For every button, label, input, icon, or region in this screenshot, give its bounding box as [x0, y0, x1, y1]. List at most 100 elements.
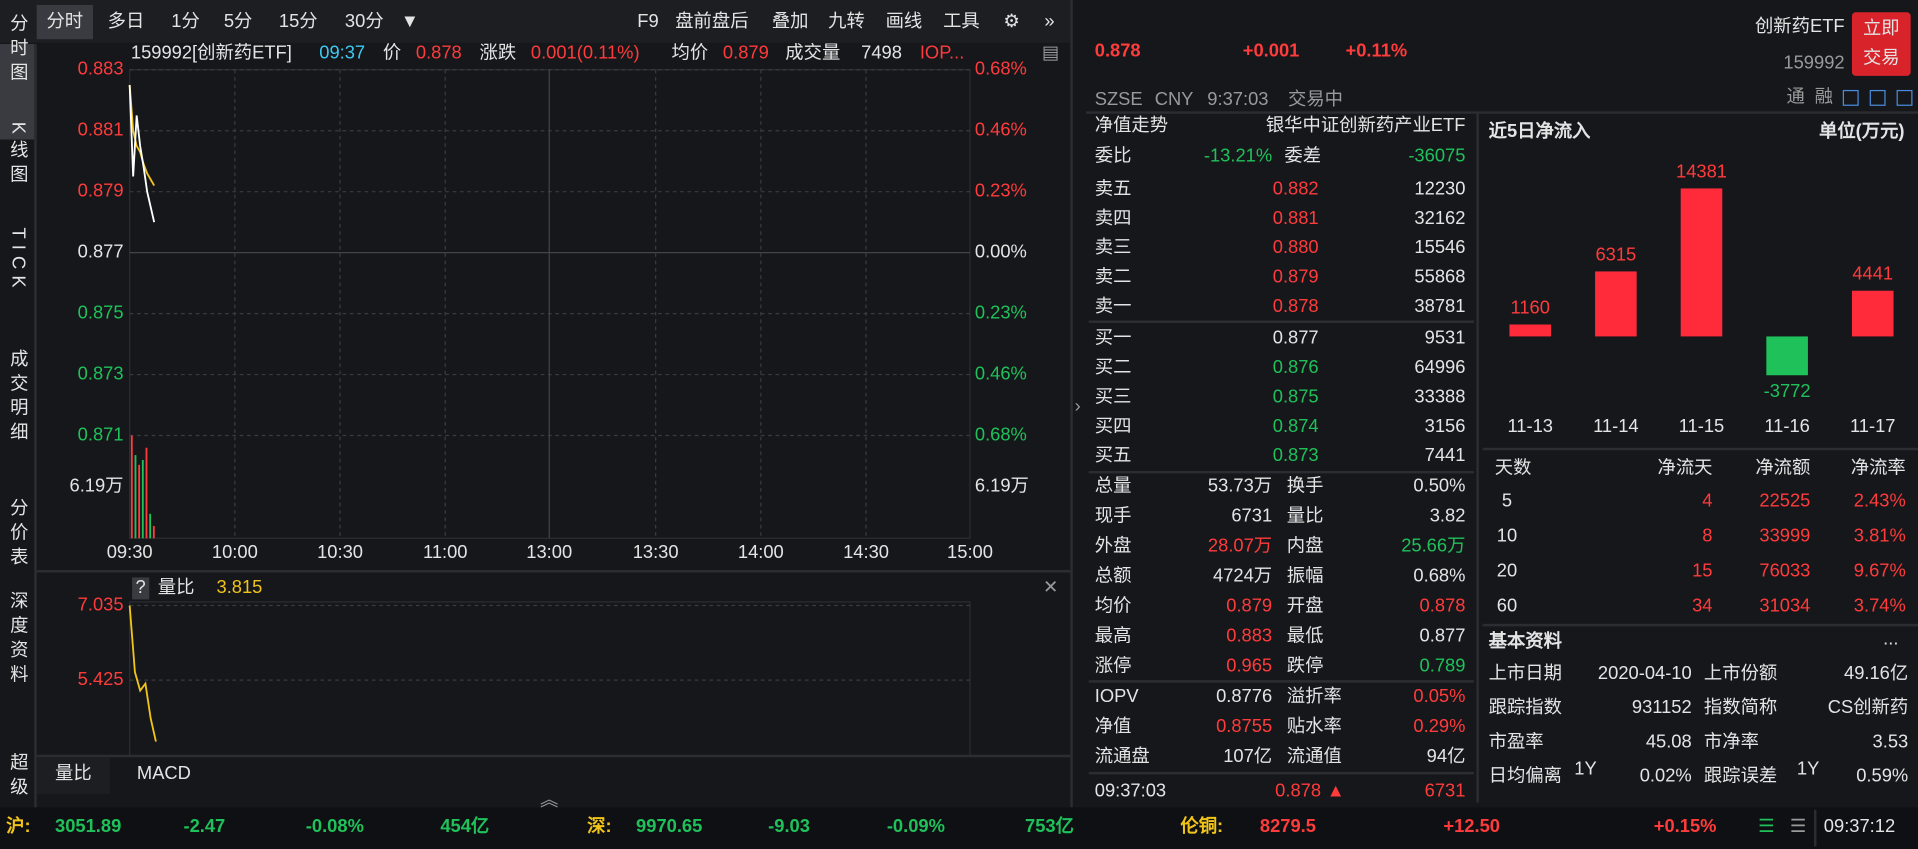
trade-button[interactable]: [1851, 12, 1911, 76]
chart-tab[interactable]: 30分: [345, 10, 384, 31]
index-name: 深:: [587, 815, 611, 836]
more-link[interactable]: ...: [1883, 628, 1898, 649]
indicator-label: 量比: [158, 576, 195, 597]
button-text[interactable]: 交易: [1863, 47, 1900, 68]
tab-selected: [36, 4, 93, 40]
gear-icon[interactable]: ⚙: [1003, 10, 1019, 31]
bottom-tab[interactable]: MACD: [137, 762, 191, 783]
bottom-tab[interactable]: 量比: [55, 762, 92, 783]
ask-label: 卖五: [1095, 177, 1132, 198]
tool-button[interactable]: 工具: [943, 10, 980, 31]
stat-value: 0.8776: [1216, 685, 1272, 706]
tool-button[interactable]: 叠加: [772, 10, 809, 31]
tool-button[interactable]: 画线: [886, 10, 923, 31]
chart-tab[interactable]: 多日: [108, 10, 145, 31]
tool-icon[interactable]: [1896, 89, 1913, 106]
flow-date: 11-15: [1679, 415, 1725, 436]
chart-tab[interactable]: 15分: [279, 10, 318, 31]
stat-label: 贴水率: [1287, 715, 1342, 736]
stat-value: 0.789: [1420, 655, 1466, 676]
side-tab[interactable]: K线图: [8, 122, 29, 189]
side-tab[interactable]: 超级: [8, 752, 29, 801]
tool-button[interactable]: F9: [637, 10, 658, 31]
index-value: +12.50: [1443, 815, 1500, 836]
x-tick-label: 14:00: [738, 541, 784, 562]
menu-icon[interactable]: ☰: [1790, 815, 1806, 836]
volume-bar: [138, 464, 141, 539]
stat-label: 溢折率: [1287, 685, 1342, 706]
chart-tab[interactable]: 1分: [171, 10, 200, 31]
table-cell: 31034: [1759, 595, 1810, 616]
expand-icon[interactable]: ︽: [540, 789, 558, 810]
stat-value: 3.82: [1430, 505, 1466, 526]
basic-value: 2020-04-10: [1598, 662, 1692, 683]
tool-icon[interactable]: [1842, 89, 1859, 106]
help-box[interactable]: [132, 577, 150, 600]
side-tab[interactable]: 成交明细: [8, 349, 29, 447]
more-icon[interactable]: »: [1044, 10, 1054, 31]
ratio-line: [128, 605, 157, 742]
stat-label: 均价: [1095, 595, 1132, 616]
flow-bar: [1509, 324, 1552, 337]
bid-price: 0.873: [1273, 444, 1319, 465]
status-icon[interactable]: 融: [1815, 86, 1833, 107]
tool-button[interactable]: 九转: [828, 10, 865, 31]
ask-price: 0.881: [1273, 207, 1319, 228]
ratio-label: 委比: [1095, 144, 1132, 165]
y2-tick-label: 0.23%: [975, 180, 1027, 201]
volume-label: 6.19万: [70, 475, 124, 496]
tool-icon[interactable]: [1869, 89, 1886, 106]
basic-title: 基本资料: [1489, 630, 1563, 651]
y-tick-label: 0.879: [78, 180, 124, 201]
x-tick-label: 09:30: [107, 541, 153, 562]
quote-field: 0.879: [723, 42, 769, 63]
flow-bar: [1680, 188, 1723, 337]
basic-value: 0.59%: [1856, 765, 1908, 786]
stat-value: 94亿: [1427, 745, 1466, 766]
index-value: 454亿: [440, 815, 489, 836]
market-info: 9:37:03: [1207, 88, 1268, 109]
volume-bar: [149, 513, 152, 539]
flow-date: 11-16: [1764, 415, 1810, 436]
ask-price: 0.878: [1273, 295, 1319, 316]
button-text[interactable]: 立即: [1863, 17, 1900, 38]
status-icon[interactable]: 通: [1787, 86, 1805, 107]
bid-volume: 7441: [1425, 444, 1466, 465]
bid-label: 买二: [1095, 356, 1132, 377]
close-icon[interactable]: ✕: [1043, 576, 1058, 597]
y2-tick-label: 0.46%: [975, 362, 1027, 383]
tool-button[interactable]: 盘前盘后: [675, 10, 748, 31]
basic-label: 市净率: [1704, 730, 1759, 751]
basic-value: 0.02%: [1640, 765, 1692, 786]
flow-label: 1160: [1511, 296, 1550, 317]
help-text[interactable]: ?: [136, 576, 146, 597]
table-cell: 5: [1502, 489, 1512, 510]
flow-title: 近5日净流入: [1489, 120, 1592, 141]
basic-label: 跟踪指数: [1489, 696, 1562, 717]
volume-bar: [152, 526, 155, 539]
side-tab[interactable]: 深度资料: [8, 591, 29, 689]
table-cell: 9.67%: [1854, 560, 1906, 581]
side-tab[interactable]: 分价表: [8, 498, 29, 571]
volume-bar: [134, 455, 137, 539]
y-tick-label: 0.883: [78, 58, 124, 79]
side-tab[interactable]: TICK: [8, 227, 29, 293]
index-value: 8279.5: [1260, 815, 1316, 836]
y-tick-label: 0.873: [78, 362, 124, 383]
stat-label: IOPV: [1095, 685, 1140, 706]
basic-label: 指数简称: [1704, 696, 1777, 717]
chart-tab[interactable]: 分时: [46, 10, 83, 31]
table-cell: 3.81%: [1854, 525, 1906, 546]
collapse-icon[interactable]: ›: [1075, 395, 1081, 416]
flow-date: 11-17: [1850, 415, 1896, 436]
chart-tab[interactable]: 5分: [224, 10, 253, 31]
quote-field: IOP...: [920, 42, 965, 63]
dropdown-icon[interactable]: ▼: [401, 10, 419, 31]
menu-icon[interactable]: ☰: [1758, 815, 1774, 836]
panel-icon[interactable]: ▤: [1042, 42, 1059, 63]
side-tab[interactable]: 分时图: [8, 14, 29, 87]
basic-value: CS创新药: [1828, 696, 1908, 717]
basic-value: 3.53: [1873, 730, 1909, 751]
y2-tick-label: 0.00%: [975, 240, 1027, 261]
flow-date: 11-13: [1507, 415, 1553, 436]
